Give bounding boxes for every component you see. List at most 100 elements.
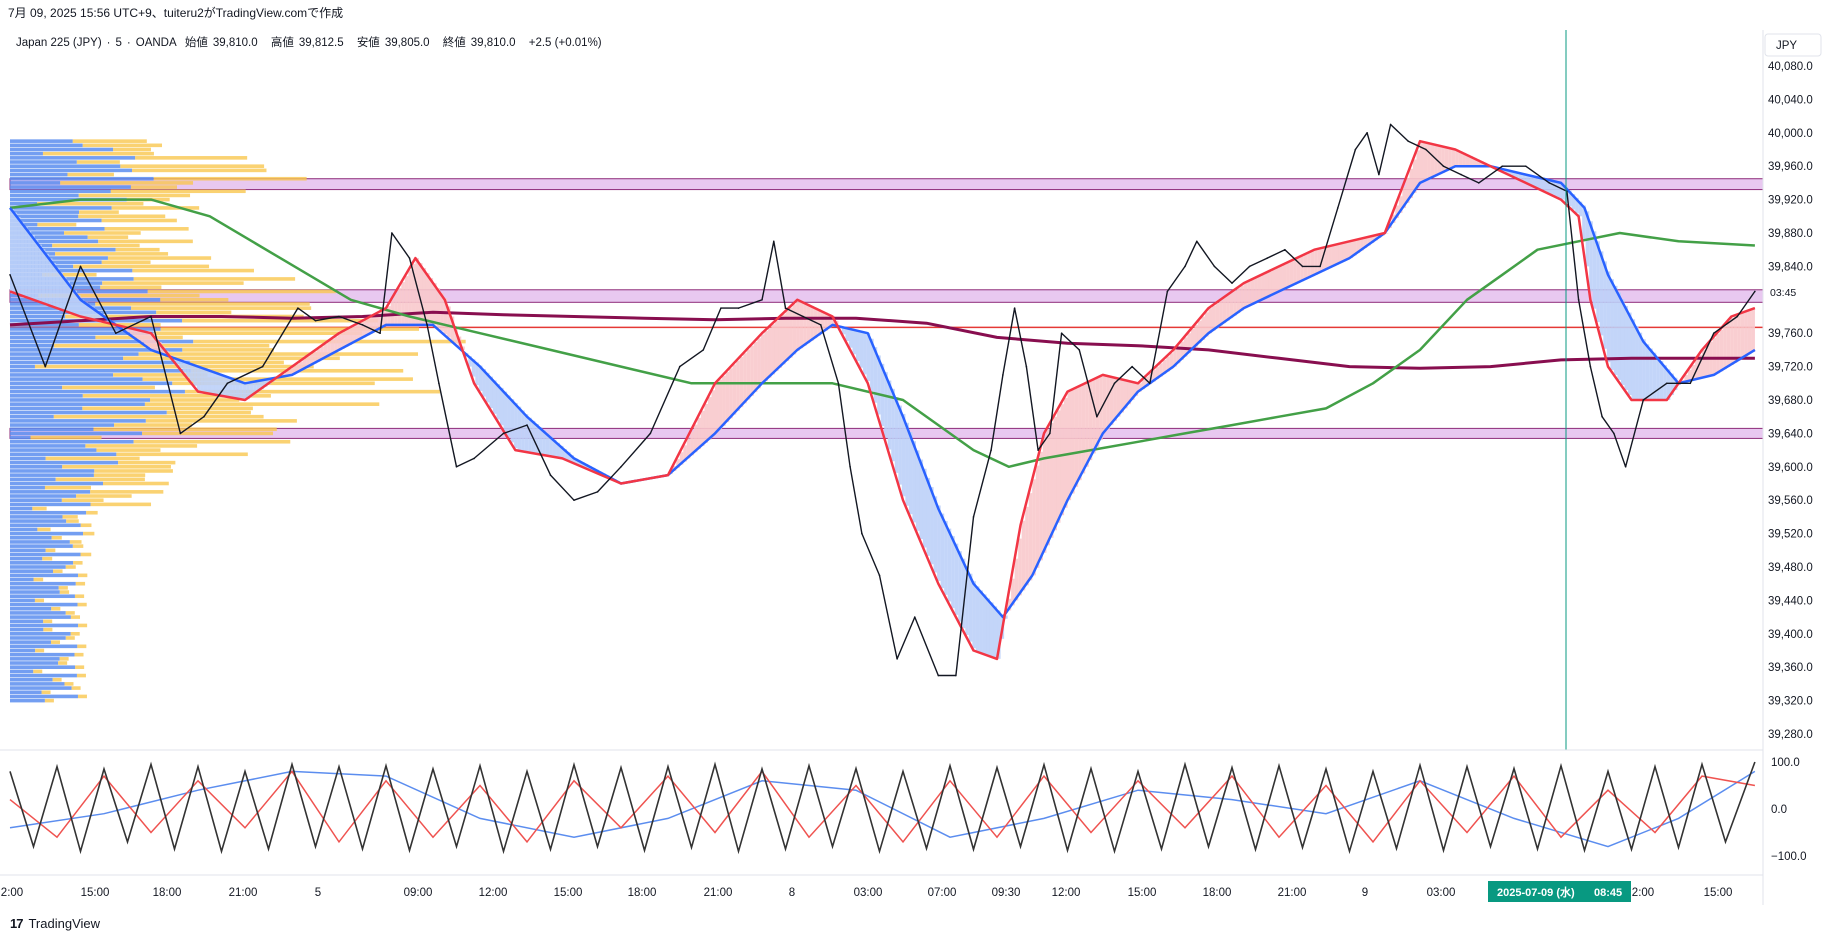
- volume-bar-down: [10, 181, 61, 185]
- ribbon-slice: [383, 309, 388, 327]
- volume-bar-down: [10, 535, 52, 540]
- volume-bar-up: [58, 586, 68, 590]
- volume-bar-up: [37, 201, 144, 206]
- volume-bar-down: [10, 561, 74, 565]
- volume-bar-up: [133, 439, 291, 444]
- ribbon-slice: [1300, 256, 1304, 282]
- ribbon-slice: [76, 295, 81, 316]
- volume-bar-down: [10, 527, 38, 532]
- price-point: [438, 382, 440, 385]
- ribbon-slice: [1638, 332, 1643, 400]
- ribbon-slice: [926, 477, 931, 556]
- ribbon-slice: [260, 380, 264, 390]
- time-axis[interactable]: 2:00 15:00 18:00 21:00 5 09:00 12:00 15:00 18:00…: [1, 887, 1733, 899]
- price-point: [1231, 282, 1233, 284]
- ribbon-slice: [535, 424, 539, 454]
- volume-bar-down: [10, 636, 66, 640]
- ribbon-slice: [531, 420, 536, 454]
- ribbon-slice: [1578, 201, 1583, 217]
- volume-bar-up: [64, 231, 141, 235]
- price-point: [937, 674, 940, 677]
- price-point: [1113, 382, 1116, 385]
- volume-bar-up: [32, 506, 47, 511]
- ribbon-slice: [158, 341, 162, 353]
- interval-label[interactable]: 5: [115, 37, 122, 49]
- volume-bar-up: [38, 293, 200, 298]
- tradingview-logo[interactable]: 17 TradingView: [10, 916, 100, 931]
- open-value: 始値 39,810.0: [184, 37, 258, 49]
- price-tick-label: 39,760.0: [1768, 328, 1813, 340]
- ribbon-slice: [556, 442, 560, 458]
- ribbon-slice: [989, 602, 994, 657]
- ribbon-slice: [1568, 190, 1572, 207]
- ribbon-slice: [715, 383, 719, 434]
- price-point: [1460, 173, 1462, 176]
- ribbon-slice: [697, 417, 701, 450]
- ribbon-slice: [189, 363, 194, 382]
- symbol-name[interactable]: Japan 225 (JPY): [16, 37, 102, 49]
- volume-bar-up: [184, 389, 441, 394]
- volume-bar-down: [10, 414, 54, 419]
- ribbon-slice: [1465, 154, 1470, 167]
- currency-button[interactable]: [1764, 33, 1822, 57]
- volume-bar-up: [116, 452, 248, 457]
- ribbon-slice: [767, 327, 772, 378]
- ribbon-slice: [447, 306, 451, 338]
- volume-bar-up: [44, 698, 54, 703]
- ribbon-slice: [369, 316, 374, 334]
- price-tick-label: 39,320.0: [1768, 696, 1813, 708]
- ribbon-slice: [1441, 146, 1445, 173]
- ribbon-slice: [542, 430, 546, 455]
- price-point: [1060, 332, 1063, 335]
- ribbon-slice: [856, 330, 860, 362]
- price-point: [1407, 140, 1410, 142]
- oscillator-axis[interactable]: 100.0 0.0 −100.0: [1771, 757, 1807, 863]
- volume-bar-down: [10, 531, 84, 536]
- volume-bar-up: [74, 594, 85, 599]
- ribbon-slice: [376, 313, 381, 330]
- ribbon-slice: [1589, 221, 1593, 292]
- ribbon-slice: [337, 334, 342, 351]
- ribbon-slice: [679, 452, 684, 465]
- price-axis[interactable]: 40,080.0 40,040.0 40,000.0 39,960.0 39,920.0…: [1768, 61, 1813, 741]
- ribbon-slice: [1335, 244, 1339, 265]
- price-point: [1096, 415, 1098, 418]
- volume-bar-up: [69, 540, 82, 544]
- volume-bar-up: [90, 502, 152, 507]
- ribbon-slice: [764, 330, 768, 382]
- volume-bar-down: [10, 615, 71, 619]
- time-tick-label: 03:00: [1427, 887, 1456, 899]
- ribbon-slice: [34, 240, 39, 301]
- ribbon-slice: [1162, 359, 1167, 375]
- volume-bar-up: [42, 556, 53, 561]
- volume-bar-down: [10, 577, 34, 582]
- ribbon-slice: [683, 445, 687, 462]
- volume-bar-up: [72, 544, 84, 548]
- volume-bar-down: [10, 151, 43, 156]
- price-point: [702, 349, 705, 351]
- ribbon-slice: [1169, 353, 1174, 370]
- ribbon-slice: [175, 358, 180, 364]
- ribbon-slice: [1307, 253, 1311, 279]
- currency-label: JPY: [1776, 40, 1797, 52]
- volume-bar-up: [182, 348, 274, 352]
- ribbon-slice: [937, 505, 941, 581]
- ribbon-slice: [80, 299, 85, 317]
- ribbon-slice: [1698, 354, 1703, 379]
- price-point: [1025, 365, 1028, 368]
- crosshair-time: 08:45: [1594, 887, 1622, 899]
- ribbon-slice: [894, 397, 899, 473]
- time-tick-label: 18:00: [628, 887, 657, 899]
- volume-bar-down: [10, 435, 31, 440]
- ribbon-slice: [1166, 356, 1170, 372]
- ribbon-slice: [1095, 378, 1100, 447]
- ribbon-slice: [1476, 159, 1480, 167]
- ribbon-slice: [1508, 170, 1512, 175]
- volume-bar-up: [62, 515, 78, 519]
- volume-bar-up: [70, 632, 80, 636]
- volume-bar-down: [10, 552, 81, 557]
- ribbon-slice: [1532, 176, 1537, 187]
- ribbon-slice: [559, 445, 564, 459]
- volume-bar-down: [10, 356, 124, 361]
